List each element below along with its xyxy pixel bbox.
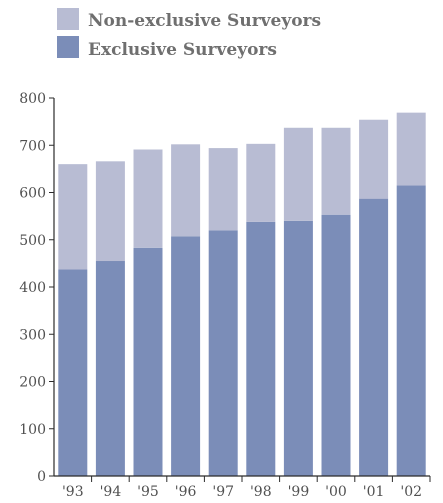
- x-tick-label-4: '97: [212, 484, 234, 500]
- x-tick-label-1: '94: [100, 484, 122, 500]
- legend-label-non-exclusive: Non-exclusive Surveyors: [88, 11, 321, 31]
- x-tick-label-2: '95: [137, 484, 159, 500]
- legend-swatch-non-exclusive: [57, 8, 79, 30]
- bar-exclusive-7: [321, 214, 351, 476]
- bar-non-exclusive-2: [133, 149, 163, 248]
- bars-group: [58, 112, 426, 476]
- bar-exclusive-5: [246, 221, 276, 476]
- bar-exclusive-4: [208, 230, 238, 476]
- bar-exclusive-1: [95, 261, 125, 476]
- bar-non-exclusive-5: [246, 143, 276, 222]
- y-tick-label-1: 100: [19, 422, 46, 438]
- bar-non-exclusive-8: [359, 119, 389, 199]
- legend: Non-exclusive Surveyors Exclusive Survey…: [57, 8, 321, 60]
- y-tick-label-2: 200: [19, 375, 46, 391]
- y-tick-label-5: 500: [19, 233, 46, 249]
- bar-exclusive-2: [133, 247, 163, 476]
- bar-non-exclusive-1: [95, 161, 125, 262]
- y-tick-label-8: 800: [19, 91, 46, 107]
- bar-non-exclusive-4: [208, 148, 238, 231]
- x-tick-label-9: '02: [400, 484, 422, 500]
- y-tick-label-0: 0: [37, 469, 46, 485]
- y-tick-label-7: 700: [19, 138, 46, 154]
- legend-swatch-exclusive: [57, 36, 79, 58]
- bar-exclusive-3: [171, 236, 201, 476]
- bar-non-exclusive-3: [171, 144, 201, 237]
- x-tick-label-7: '00: [325, 484, 347, 500]
- x-tick-label-5: '98: [250, 484, 272, 500]
- y-tick-label-3: 300: [19, 327, 46, 343]
- x-tick-label-8: '01: [363, 484, 385, 500]
- y-tick-label-4: 400: [19, 280, 46, 296]
- bar-exclusive-9: [396, 185, 426, 476]
- bar-exclusive-8: [359, 198, 389, 476]
- x-tick-label-6: '99: [288, 484, 310, 500]
- x-tick-label-0: '93: [62, 484, 84, 500]
- bar-non-exclusive-0: [58, 164, 88, 270]
- y-tick-label-6: 600: [19, 186, 46, 202]
- bar-non-exclusive-7: [321, 127, 351, 215]
- bar-non-exclusive-9: [396, 112, 426, 186]
- axes-group: '93 '94 '95 '96 '97 '98 '99 '00 '01 '02 0 100 200 300…: [19, 91, 431, 500]
- legend-label-exclusive: Exclusive Surveyors: [88, 40, 277, 60]
- bar-exclusive-0: [58, 269, 88, 476]
- bar-exclusive-6: [283, 220, 313, 476]
- x-tick-label-3: '96: [175, 484, 197, 500]
- bar-non-exclusive-6: [283, 127, 313, 221]
